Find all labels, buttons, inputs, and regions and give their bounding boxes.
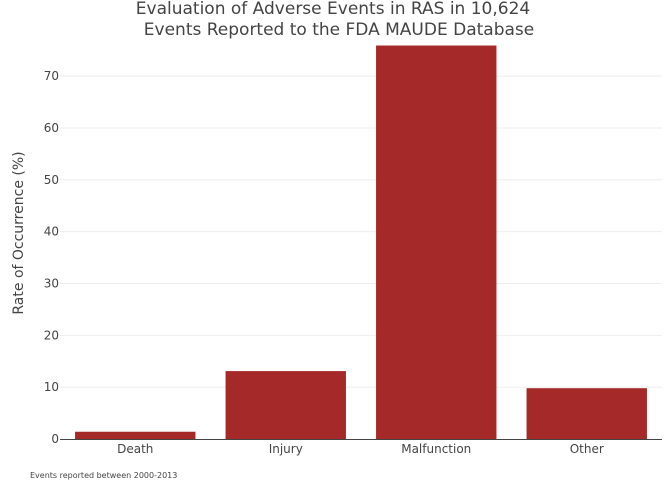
y-tick-label: 40 [44,225,59,239]
bars [75,45,647,439]
bar-malfunction [376,45,497,439]
footnote-annotation: Events reported between 2000-2013 [30,471,177,480]
chart-title-line-2: Events Reported to the FDA MAUDE Databas… [144,20,534,40]
gridlines [60,75,662,388]
bar-death [75,431,196,439]
x-tick-labels: Death Injury Malfunction Other [117,442,604,456]
y-tick-labels: 0 10 20 30 40 50 60 70 [44,69,59,446]
x-tick-label-injury: Injury [269,442,303,456]
y-tick-label: 60 [44,121,59,135]
y-tick-label: 20 [44,328,59,342]
bar-injury [225,371,346,439]
y-tick-label: 50 [44,173,59,187]
y-tick-label: 10 [44,380,59,394]
chart-title-line-1: Evaluation of Adverse Events in RAS in 1… [136,0,530,19]
x-tick-label-malfunction: Malfunction [401,442,471,456]
x-tick-label-death: Death [117,442,153,456]
x-tick-label-other: Other [570,442,604,456]
bar-other [526,388,647,439]
y-tick-label: 0 [51,432,59,446]
y-tick-label: 30 [44,276,59,290]
y-tick-label: 70 [44,69,59,83]
y-axis-title: Rate of Occurrence (%) [11,151,27,314]
